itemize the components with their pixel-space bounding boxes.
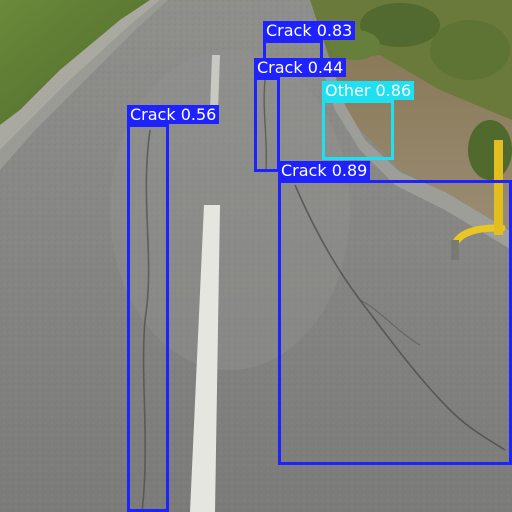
crack-line-right xyxy=(294,184,506,451)
detection-label: Crack 0.89 xyxy=(278,161,371,180)
detection-box-crack-4: Crack 0.89 xyxy=(278,161,512,465)
crack-line-left xyxy=(141,129,151,512)
left-grass xyxy=(0,0,150,125)
detection-label: Other 0.86 xyxy=(322,81,415,100)
detection-box-crack-3: Crack 0.56 xyxy=(127,105,220,512)
detection-box-other: Other 0.86 xyxy=(322,81,415,160)
detection-label: Crack 0.44 xyxy=(254,58,347,77)
detection-label: Crack 0.56 xyxy=(127,105,220,124)
lane-line-near xyxy=(190,205,220,512)
detection-label: Crack 0.83 xyxy=(263,21,356,40)
detection-box-crack-2: Crack 0.44 xyxy=(254,58,347,172)
lane-line-far xyxy=(210,55,220,110)
